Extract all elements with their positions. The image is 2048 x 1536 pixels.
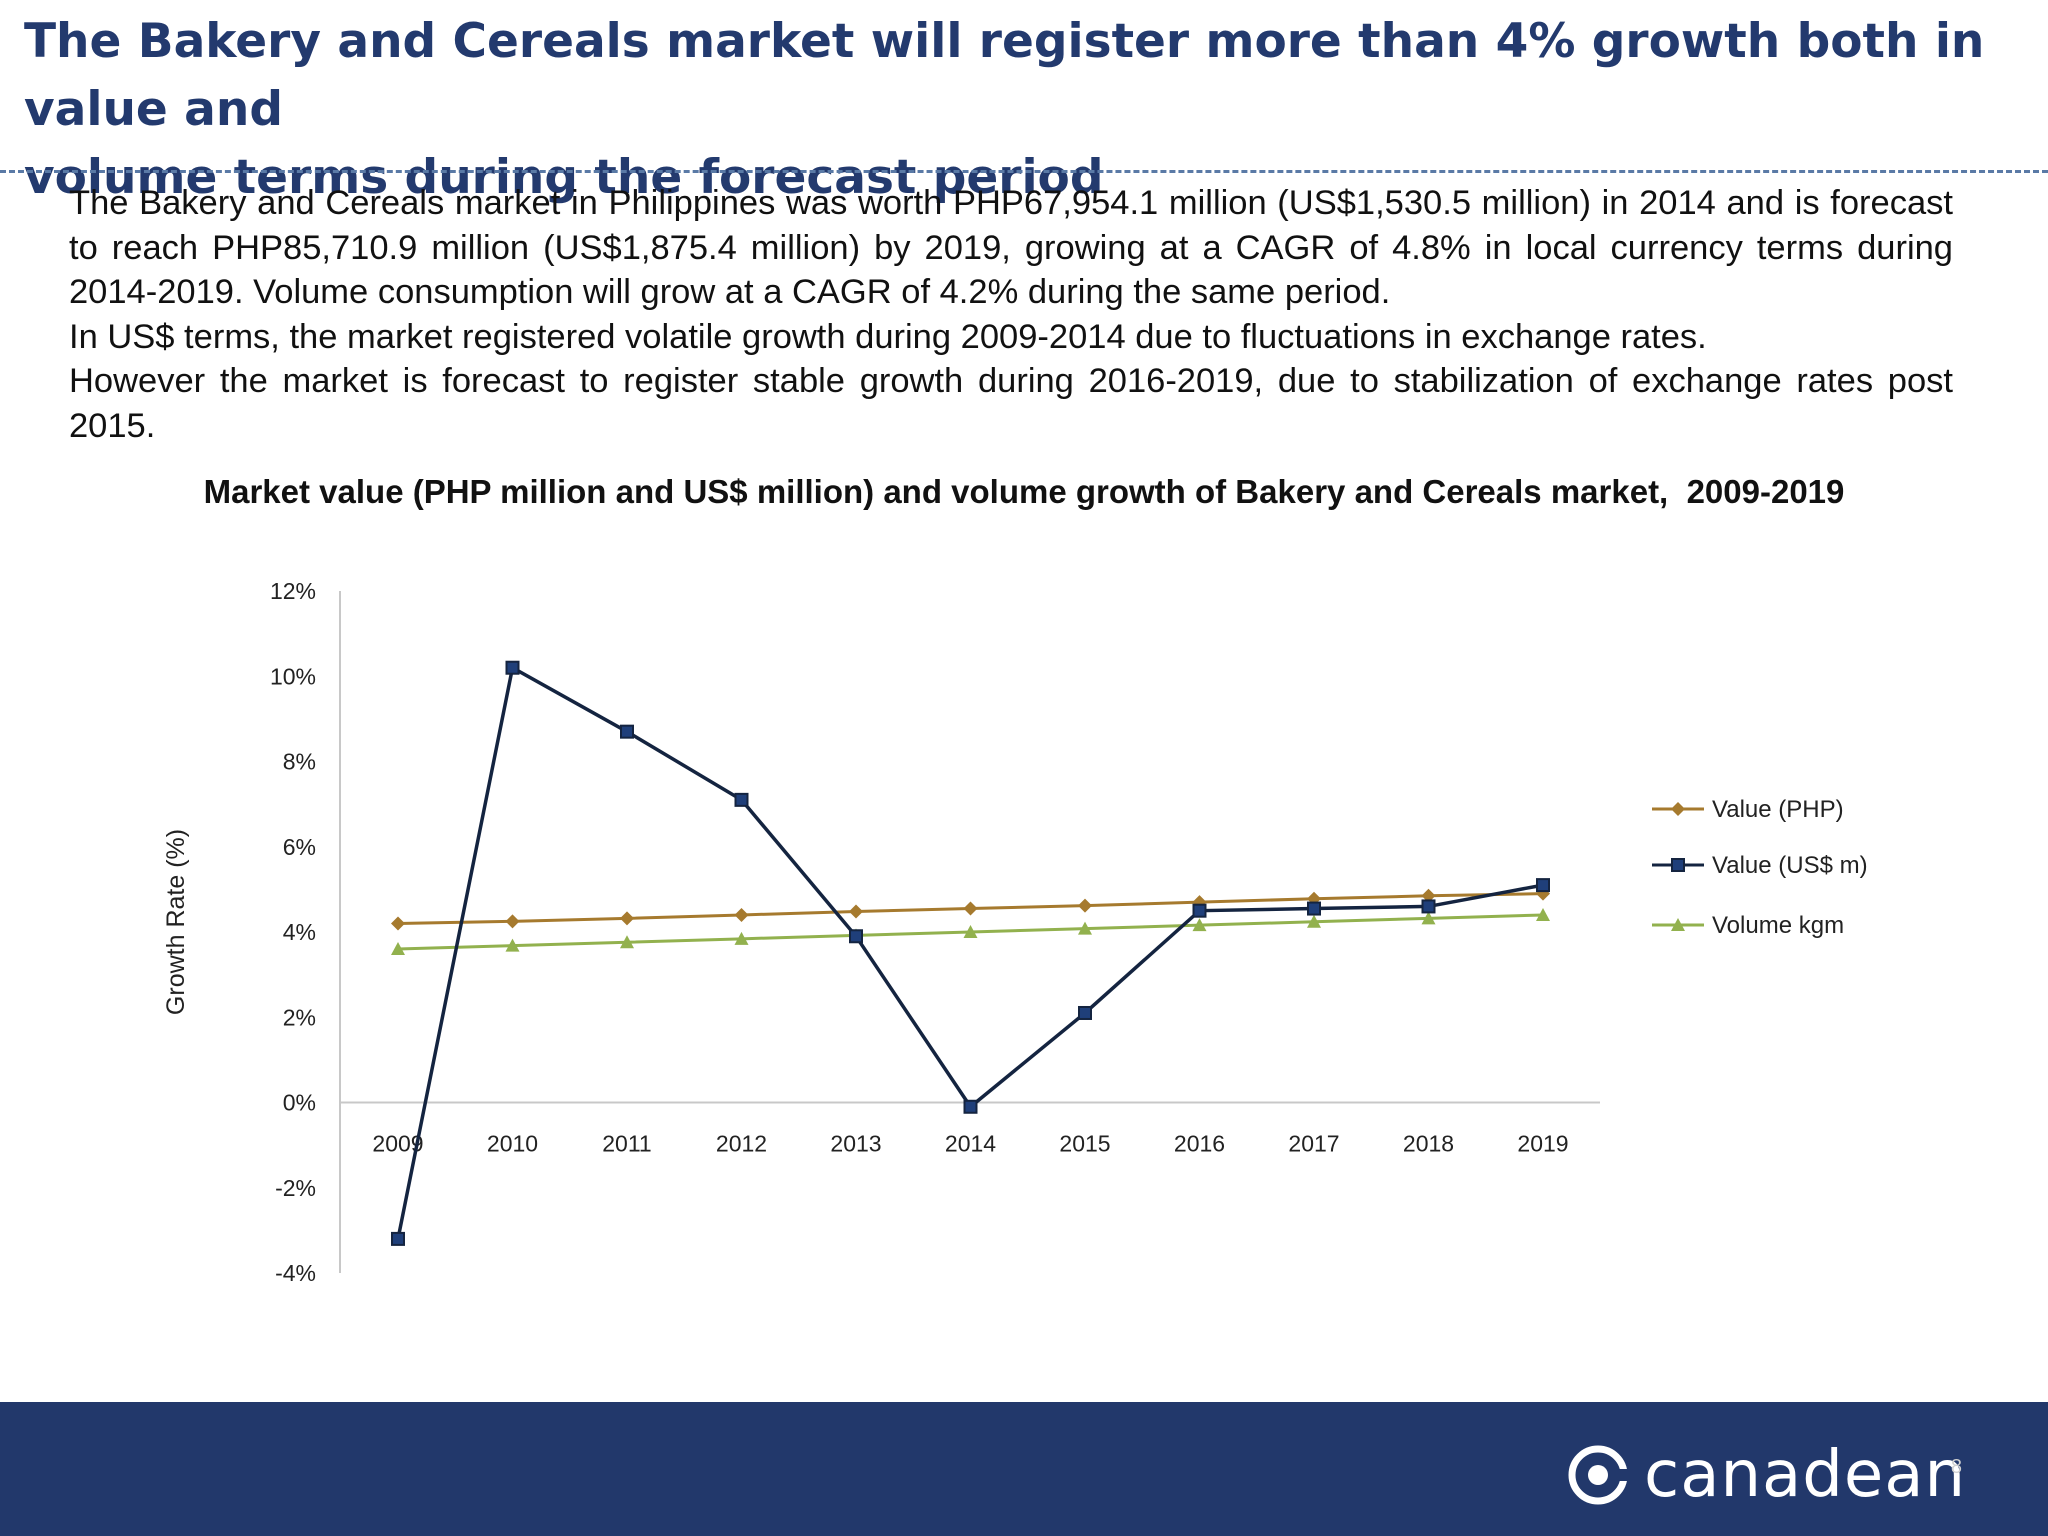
data-point-value-us-m [1307, 901, 1321, 916]
data-point-value-php [391, 916, 405, 931]
growth-line-chart: -4%-2%0%2%4%6%8%10%12%Growth Rate (%)200… [162, 578, 1868, 1286]
data-point-volume-kgm [1421, 911, 1436, 925]
y-tick-label: 4% [283, 919, 316, 945]
data-point-volume-kgm [1307, 914, 1321, 928]
y-tick-label: 8% [283, 749, 316, 775]
x-tick-label: 2014 [945, 1131, 996, 1157]
data-point-value-us-m [963, 1099, 978, 1114]
slide-title-line-2: volume terms during the forecast period [24, 150, 1104, 205]
x-tick-label: 2011 [602, 1131, 651, 1157]
x-tick-label: 2015 [1059, 1131, 1110, 1157]
x-tick-label: 2013 [830, 1131, 881, 1157]
body-paragraph-3: However the market is forecast to regist… [69, 362, 1953, 445]
body-paragraph-1: The Bakery and Cereals market in Philipp… [69, 184, 1953, 311]
data-point-value-us-m [1421, 899, 1436, 914]
data-point-value-php [734, 907, 749, 922]
y-tick-label: 10% [270, 663, 316, 689]
x-tick-label: 2019 [1517, 1131, 1568, 1157]
legend-marker-value-php [1671, 802, 1685, 816]
data-point-value-us-m [734, 792, 749, 807]
y-tick-label: 12% [270, 578, 316, 604]
y-tick-label: 2% [283, 1004, 316, 1030]
data-point-value-us-m [1192, 903, 1207, 918]
page-number: 8 [1950, 1456, 1962, 1478]
x-tick-label: 2012 [716, 1131, 767, 1157]
data-point-value-php [1078, 898, 1092, 913]
data-point-volume-kgm [620, 935, 634, 949]
data-point-volume-kgm [963, 925, 978, 938]
data-point-value-php [963, 901, 978, 916]
data-point-value-php [620, 911, 634, 926]
canadean-logo-icon [1568, 1445, 1631, 1505]
x-tick-label: 2018 [1403, 1131, 1454, 1157]
legend-label-volume-kgm: Volume kgm [1712, 912, 1844, 939]
data-point-volume-kgm [1192, 918, 1207, 932]
x-tick-label: 2016 [1174, 1131, 1225, 1157]
data-point-value-us-m [1078, 1005, 1092, 1020]
legend-marker-value-us-m [1671, 858, 1685, 872]
data-point-value-us-m [391, 1231, 405, 1246]
data-point-value-us-m [505, 660, 520, 675]
legend-label-value-php: Value (PHP) [1712, 796, 1844, 823]
canadean-logo: canadean [1566, 1440, 1966, 1510]
footer-bar: canadean 8 [0, 1402, 2048, 1536]
body-paragraph-2: In US$ terms, the market registered vola… [69, 317, 1707, 356]
slide-title: The Bakery and Cereals market will regis… [24, 8, 2024, 212]
legend-marker-volume-kgm [1671, 918, 1685, 931]
y-tick-label: -4% [275, 1260, 316, 1286]
data-point-value-us-m [1536, 878, 1550, 893]
y-tick-label: 6% [283, 834, 316, 860]
data-point-volume-kgm [391, 942, 405, 956]
logo-text: canadean [1644, 1438, 1966, 1512]
x-tick-label: 2010 [487, 1131, 538, 1157]
data-point-volume-kgm [1078, 921, 1092, 935]
legend-label-value-us-m: Value (US$ m) [1712, 852, 1868, 879]
y-axis-title: Growth Rate (%) [162, 829, 190, 1015]
data-point-volume-kgm [1536, 907, 1550, 921]
data-point-volume-kgm [505, 938, 520, 952]
slide-title-line-1: The Bakery and Cereals market will regis… [24, 14, 1985, 137]
data-point-value-us-m [620, 724, 634, 739]
body-text: The Bakery and Cereals market in Philipp… [69, 181, 1953, 448]
x-tick-label: 2017 [1288, 1131, 1339, 1157]
y-tick-label: -2% [275, 1175, 316, 1201]
data-point-value-php [849, 904, 863, 919]
title-divider [0, 170, 2048, 173]
data-point-value-php [505, 914, 520, 929]
data-point-value-php [1421, 888, 1436, 903]
chart-title: Market value (PHP million and US$ millio… [203, 473, 1845, 510]
y-tick-label: 0% [283, 1090, 316, 1116]
data-point-volume-kgm [734, 931, 749, 945]
data-point-value-us-m [849, 929, 863, 944]
